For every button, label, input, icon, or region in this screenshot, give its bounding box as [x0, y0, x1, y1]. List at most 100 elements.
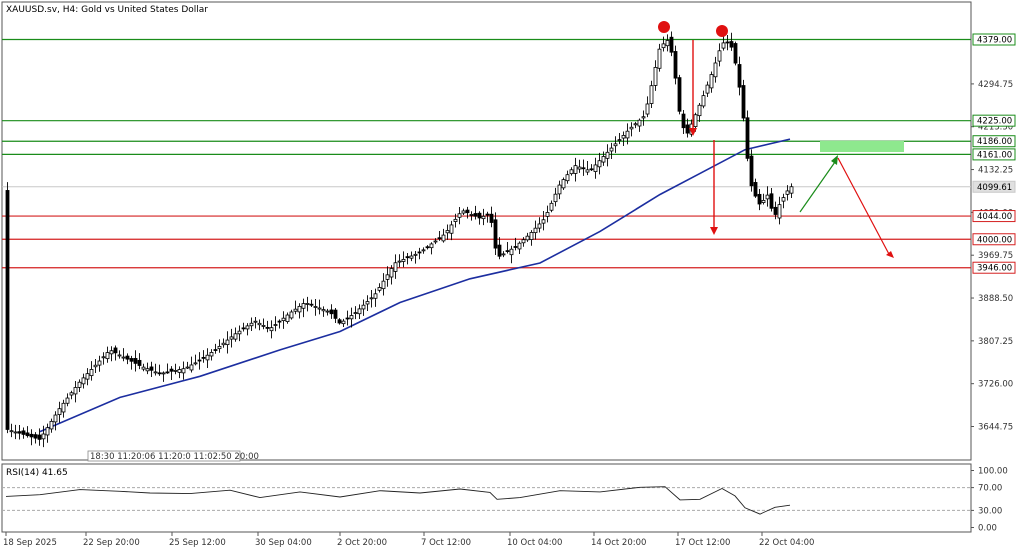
candle-body-58	[237, 330, 242, 335]
candle-body-165	[665, 40, 670, 47]
candle-body-150	[605, 151, 610, 159]
current-price-tag	[972, 180, 1016, 193]
level-tag-label-1: 4225.00	[977, 117, 1012, 127]
candle-body-92	[373, 293, 378, 299]
candle-body-117	[473, 213, 478, 217]
candle-body-33	[137, 359, 142, 366]
candle-body-32	[133, 358, 138, 364]
candle-body-10	[45, 427, 50, 436]
candle-body-15	[65, 397, 70, 404]
y-tick-label-8: 3644.75	[978, 423, 1013, 433]
candle-body-149	[601, 156, 606, 163]
candle-body-43	[177, 369, 182, 373]
candle-body-14	[61, 402, 66, 413]
candle-body-86	[349, 315, 354, 320]
candle-body-72	[293, 308, 298, 312]
candle-body-184	[741, 85, 746, 119]
candle-body-70	[285, 314, 290, 323]
chart-title: XAUUSD.sv, H4: Gold vs United States Dol…	[6, 5, 208, 15]
double-top-marker-2	[716, 25, 728, 37]
candle-body-176	[709, 74, 714, 89]
candle-body-0	[5, 190, 10, 430]
candle-body-79	[321, 309, 326, 312]
candle-body-123	[497, 244, 502, 257]
candle-body-56	[229, 336, 234, 340]
double-top-marker-1	[658, 21, 670, 33]
candle-body-7	[33, 434, 38, 439]
candle-body-76	[309, 303, 314, 306]
level-tag-1	[972, 114, 1016, 127]
candle-body-75	[305, 303, 310, 305]
candle-body-170	[685, 124, 690, 134]
candle-body-148	[597, 160, 602, 168]
candle-body-173	[697, 104, 702, 117]
level-tag-2	[972, 135, 1016, 148]
candle-body-42	[173, 369, 178, 372]
y-tick-label-2: 4132.25	[978, 166, 1013, 176]
y-tick-label-1: 4213.50	[978, 123, 1013, 133]
x-tick-label-7: 14 Oct 20:00	[591, 538, 646, 548]
candle-body-27	[113, 347, 118, 354]
candle-body-131	[529, 232, 534, 240]
candle-body-47	[193, 362, 198, 365]
rsi-tick-label-2: 30.00	[978, 506, 1002, 516]
candle-body-41	[169, 368, 174, 372]
candle-body-164	[661, 43, 666, 49]
candle-body-135	[545, 212, 550, 217]
candle-body-101	[409, 255, 414, 259]
candle-body-63	[257, 322, 262, 326]
candle-body-50	[205, 354, 210, 361]
x-tick-label-0: 18 Sep 2025	[3, 538, 57, 548]
x-tick-label-5: 7 Oct 12:00	[421, 538, 471, 548]
candle-body-186	[749, 155, 754, 187]
candle-body-107	[433, 240, 438, 243]
down-arrow-head-1	[689, 128, 697, 136]
candle-body-133	[537, 223, 542, 229]
candle-body-185	[745, 117, 750, 159]
candle-body-143	[577, 166, 582, 170]
candle-body-66	[269, 327, 274, 332]
candle-body-156	[629, 126, 634, 130]
rsi-tick-label-0: 100.00	[978, 467, 1008, 477]
candle-body-37	[153, 371, 158, 374]
candle-body-73	[297, 305, 302, 313]
candle-body-104	[421, 249, 426, 252]
candle-body-28	[117, 354, 122, 357]
candle-body-138	[557, 184, 562, 195]
candle-body-187	[753, 182, 758, 197]
candle-body-26	[109, 350, 114, 355]
candle-body-71	[289, 311, 294, 319]
candle-body-90	[365, 301, 370, 305]
candle-body-85	[345, 317, 350, 320]
candle-body-21	[89, 369, 94, 377]
target-zone	[820, 141, 904, 152]
candle-body-192	[773, 206, 778, 215]
candle-body-105	[425, 246, 430, 249]
candle-body-111	[449, 224, 454, 234]
candle-body-39	[161, 372, 166, 375]
candle-body-46	[189, 364, 194, 371]
candle-body-153	[617, 139, 622, 142]
candle-body-94	[381, 280, 386, 290]
candle-body-38	[157, 372, 162, 375]
candle-body-136	[549, 202, 554, 211]
candle-body-89	[361, 304, 366, 310]
candle-body-146	[589, 168, 594, 171]
x-tick-label-8: 17 Oct 12:00	[675, 538, 730, 548]
candle-body-40	[165, 371, 170, 374]
candle-body-81	[329, 309, 334, 315]
candle-body-87	[353, 312, 358, 314]
candle-body-152	[613, 143, 618, 147]
level-tag-6	[972, 261, 1016, 274]
candle-body-9	[41, 433, 46, 440]
candle-body-118	[477, 212, 482, 219]
candle-body-95	[385, 274, 390, 280]
y-tick-label-7: 3726.00	[978, 380, 1013, 390]
candle-body-64	[261, 325, 266, 327]
candle-body-2	[13, 431, 18, 434]
candle-body-13	[57, 408, 62, 416]
candle-body-139	[561, 179, 566, 189]
candle-body-196	[789, 186, 794, 194]
x-tick-label-6: 10 Oct 04:00	[507, 538, 562, 548]
moving-average-line	[39, 138, 791, 433]
